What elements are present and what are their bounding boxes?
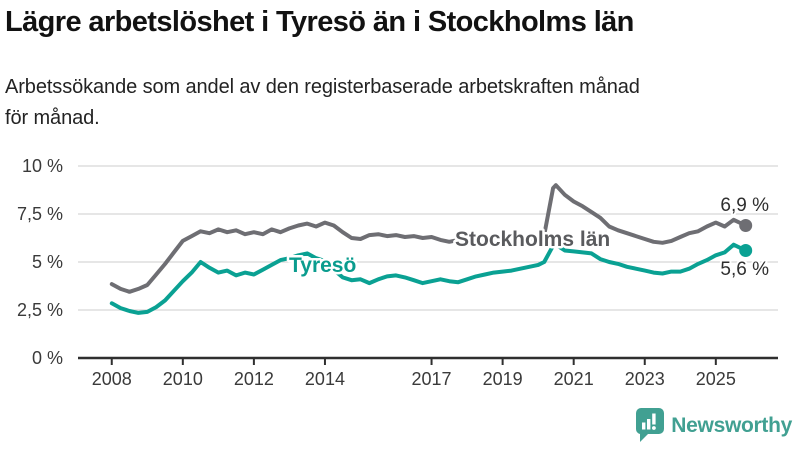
x-tick-label: 2008: [92, 369, 132, 389]
newsworthy-logo-text: Newsworthy: [671, 413, 792, 437]
x-tick-label: 2019: [483, 369, 523, 389]
chart-subtitle-line2: för månad.: [5, 107, 100, 129]
x-tick-label: 2023: [625, 369, 665, 389]
end-value-label-tyreso: 5,6 %: [720, 259, 769, 280]
end-value-label-stockholms-lan: 6,9 %: [720, 195, 769, 216]
logo-bar-small: [642, 422, 646, 430]
unemployment-line-chart: 10 % 7,5 % 5 % 2,5 % 0 % 2008 2010 2012 2014 2017…: [17, 156, 778, 389]
y-tick-label: 0 %: [32, 348, 63, 368]
series-end-dot-stockholms-lan: [739, 219, 753, 232]
series-line-stockholms-lan: [109, 183, 748, 294]
x-tick-label: 2012: [234, 369, 274, 389]
series-line-tyreso: [109, 242, 748, 315]
series-label-tyreso: Tyresö: [289, 254, 356, 277]
y-tick-label: 2,5 %: [17, 300, 63, 320]
logo-bar-tall: [647, 419, 651, 430]
x-tick-label: 2010: [163, 369, 203, 389]
series-label-stockholms-lan: Stockholms län: [455, 228, 610, 251]
y-tick-label: 10 %: [22, 156, 63, 176]
x-tick-label: 2014: [305, 369, 345, 389]
x-tick-label: 2021: [554, 369, 594, 389]
y-tick-label: 7,5 %: [17, 204, 63, 224]
logo-exclamation-dot: [652, 426, 657, 430]
page-title: Lägre arbetslöshet i Tyresö än i Stockho…: [5, 6, 634, 38]
y-tick-label: 5 %: [32, 252, 63, 272]
newsworthy-logo: Newsworthy: [636, 408, 792, 443]
series-end-dot-tyreso: [739, 244, 753, 257]
x-tick-label: 2017: [412, 369, 452, 389]
logo-exclamation-bar: [652, 413, 656, 425]
chart-subtitle-line1: Arbetssökande som andel av den registerb…: [5, 76, 640, 98]
x-tick-label: 2025: [696, 369, 736, 389]
chart-subtitle: Arbetssökande som andel av den registerb…: [5, 72, 640, 134]
newsworthy-logo-icon: [636, 408, 665, 442]
